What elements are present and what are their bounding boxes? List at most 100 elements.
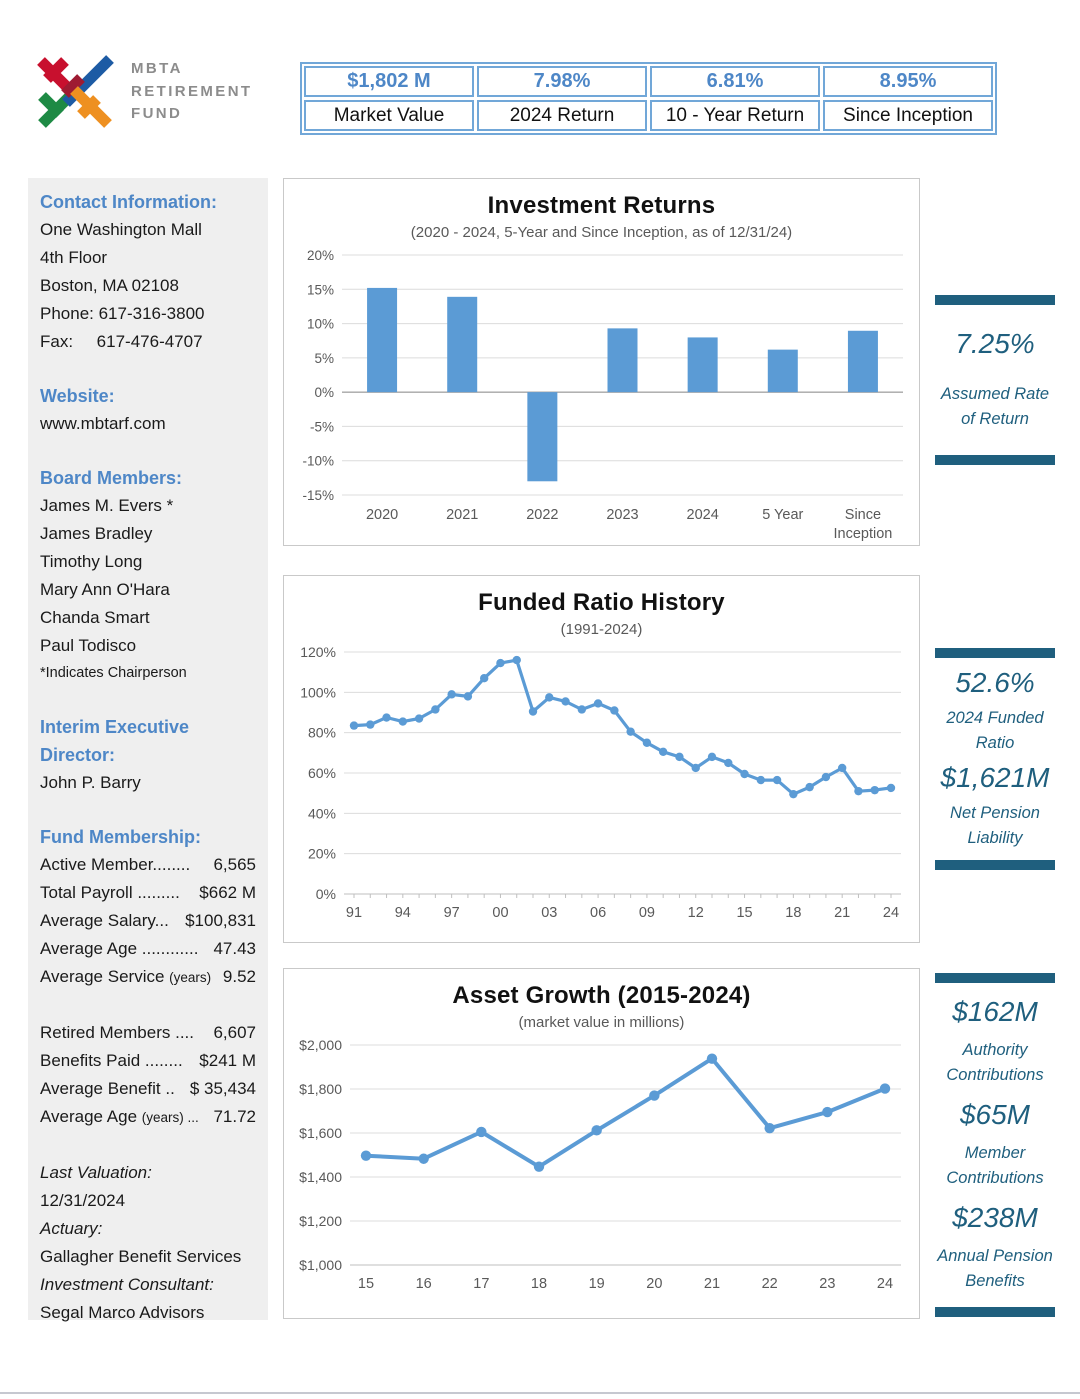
chairperson-note: *Indicates Chairperson [40,665,187,681]
svg-text:00: 00 [492,905,508,921]
svg-text:0%: 0% [316,886,336,902]
membership-label: Total Payroll ......... [40,883,180,902]
contact-line-1: 4th Floor [40,248,108,267]
board-member-4: Chanda Smart [40,608,150,627]
callout-assumed-rate: 7.25% Assumed Rate of Return [935,295,1055,465]
svg-text:20%: 20% [308,846,336,862]
svg-text:15%: 15% [307,282,334,297]
svg-text:$1,400: $1,400 [299,1169,342,1185]
logo-line-1: MBTA [131,60,183,78]
chart-subtitle: (1991-2024) [560,621,643,638]
callout-bottom-bar [935,1307,1055,1317]
svg-text:03: 03 [541,905,557,921]
membership-value: $100,831 [185,911,256,930]
svg-text:94: 94 [395,905,411,921]
svg-text:100%: 100% [300,684,336,700]
funded-ratio-label-1: Net Pension Liability [950,804,1040,848]
stat-value-2: 6.81% [650,66,820,97]
assumed-rate-value-0: 7.25% [955,328,1035,360]
director-name-0: John P. Barry [40,773,141,792]
svg-text:$2,000: $2,000 [299,1037,342,1053]
stat-label-2: 10 - Year Return [650,100,820,131]
asset-growth-plot: $1,000 $1,200 $1,400 $1,600 $1,800 $2,000 15 16… [299,1037,901,1292]
membership-label: Retired Members .... [40,1023,194,1042]
director-heading: Interim Executive Director: [40,717,190,765]
membership-value: $662 M [199,883,256,902]
svg-text:2023: 2023 [606,507,638,523]
board-member-1: James Bradley [40,524,153,543]
valuation-line-5: Segal Marco Advisors [40,1303,205,1322]
valuation-line-0: Last Valuation: [40,1163,152,1182]
valuation-line-2: Actuary: [40,1219,103,1238]
membership-groups: Active Member........ 6,565 Total Payroll … [40,851,256,1132]
logo: MBTA RETIREMENT FUND [34,52,253,132]
svg-text:18: 18 [785,905,801,921]
svg-text:19: 19 [589,1276,605,1292]
svg-text:17: 17 [473,1276,489,1292]
membership-row: Average Age ............ 47.43 [40,935,256,963]
investment-returns-chart: Investment Returns (2020 - 2024, 5-Year … [283,178,920,546]
callout-top-bar [935,648,1055,658]
svg-text:10%: 10% [307,317,334,332]
membership-row: Benefits Paid ........ $241 M [40,1047,256,1075]
logo-line-2: RETIREMENT [131,82,253,100]
callout-top-bar [935,973,1055,983]
website-heading: Website: [40,386,115,406]
contact-line-2: Boston, MA 02108 [40,276,179,295]
contact-line-3: Phone: 617-316-3800 [40,304,205,323]
contributions-value-2: $238M [952,1201,1038,1233]
director-section: Interim Executive Director: John P. Barr… [40,713,256,797]
svg-text:60%: 60% [308,765,336,781]
chart-title: Investment Returns [487,192,716,219]
svg-text:2024: 2024 [687,507,719,523]
svg-text:20: 20 [646,1276,662,1292]
chart-title: Funded Ratio History [478,589,725,616]
svg-text:12: 12 [688,905,704,921]
board-member-0: James M. Evers * [40,496,174,515]
board-member-2: Timothy Long [40,552,143,571]
valuation-line-3: Gallagher Benefit Services [40,1247,242,1266]
stat-label-0: Market Value [304,100,474,131]
membership-label: Average Salary... [40,911,169,930]
membership-label: Average Service (years) [40,967,212,986]
svg-text:40%: 40% [308,805,336,821]
membership-label: Average Age (years) ... [40,1107,199,1126]
contributions-value-1: $65M [959,1098,1031,1130]
board-member-list: James M. Evers * James Bradley Timothy Lon… [40,492,256,660]
valuation-lines: Last Valuation: 12/31/2024 Actuary: Gallagh… [40,1159,256,1327]
stat-label-1: 2024 Return [477,100,647,131]
logo-line-3: FUND [131,105,183,123]
stat-value-0: $1,802 M [304,66,474,97]
contact-line-4: Fax: 617-476-4707 [40,332,203,351]
callout-contributions: $162M Authority Contributions $65M Member C… [935,973,1055,1317]
director-lines: John P. Barry [40,769,256,797]
svg-text:2020: 2020 [366,507,398,523]
membership-value: 6,607 [213,1023,256,1042]
stat-value-3: 8.95% [823,66,993,97]
membership-label: Benefits Paid ........ [40,1051,183,1070]
contact-heading: Contact Information: [40,192,217,212]
svg-text:5 Year: 5 Year [762,507,803,523]
contributions-label-2: Annual Pension Benefits [937,1247,1053,1291]
membership-value: 47.43 [213,939,256,958]
callout-body: $162M Authority Contributions $65M Member C… [935,983,1055,1307]
funded-ratio-plot: 0% 20% 40% 60% 80% 100% 120% 91 94 97 00 03 06 09 12 15… [300,644,901,921]
svg-text:15: 15 [358,1276,374,1292]
assumed-rate-label-0: Assumed Rate of Return [940,384,1050,428]
sidebar: Contact Information: One Washington Mall… [28,178,268,1322]
membership-label: Average Age ............ [40,939,199,958]
membership-label: Average Benefit .. [40,1079,175,1098]
svg-text:09: 09 [639,905,655,921]
svg-text:24: 24 [883,905,899,921]
membership-value: $241 M [199,1051,256,1070]
membership-group-1: Retired Members .... 6,607 Benefits Paid .… [40,1019,256,1132]
svg-text:2021: 2021 [446,507,478,523]
svg-text:97: 97 [444,905,460,921]
svg-text:24: 24 [877,1276,893,1292]
website-lines: www.mbtarf.com [40,410,256,438]
svg-text:21: 21 [834,905,850,921]
stat-value-1: 7.98% [477,66,647,97]
investment-returns-plot: -15% -10% -5% 0% 5% 10% 15% 20% 2020 2021 2022 2023… [302,248,903,542]
board-heading: Board Members: [40,468,183,488]
